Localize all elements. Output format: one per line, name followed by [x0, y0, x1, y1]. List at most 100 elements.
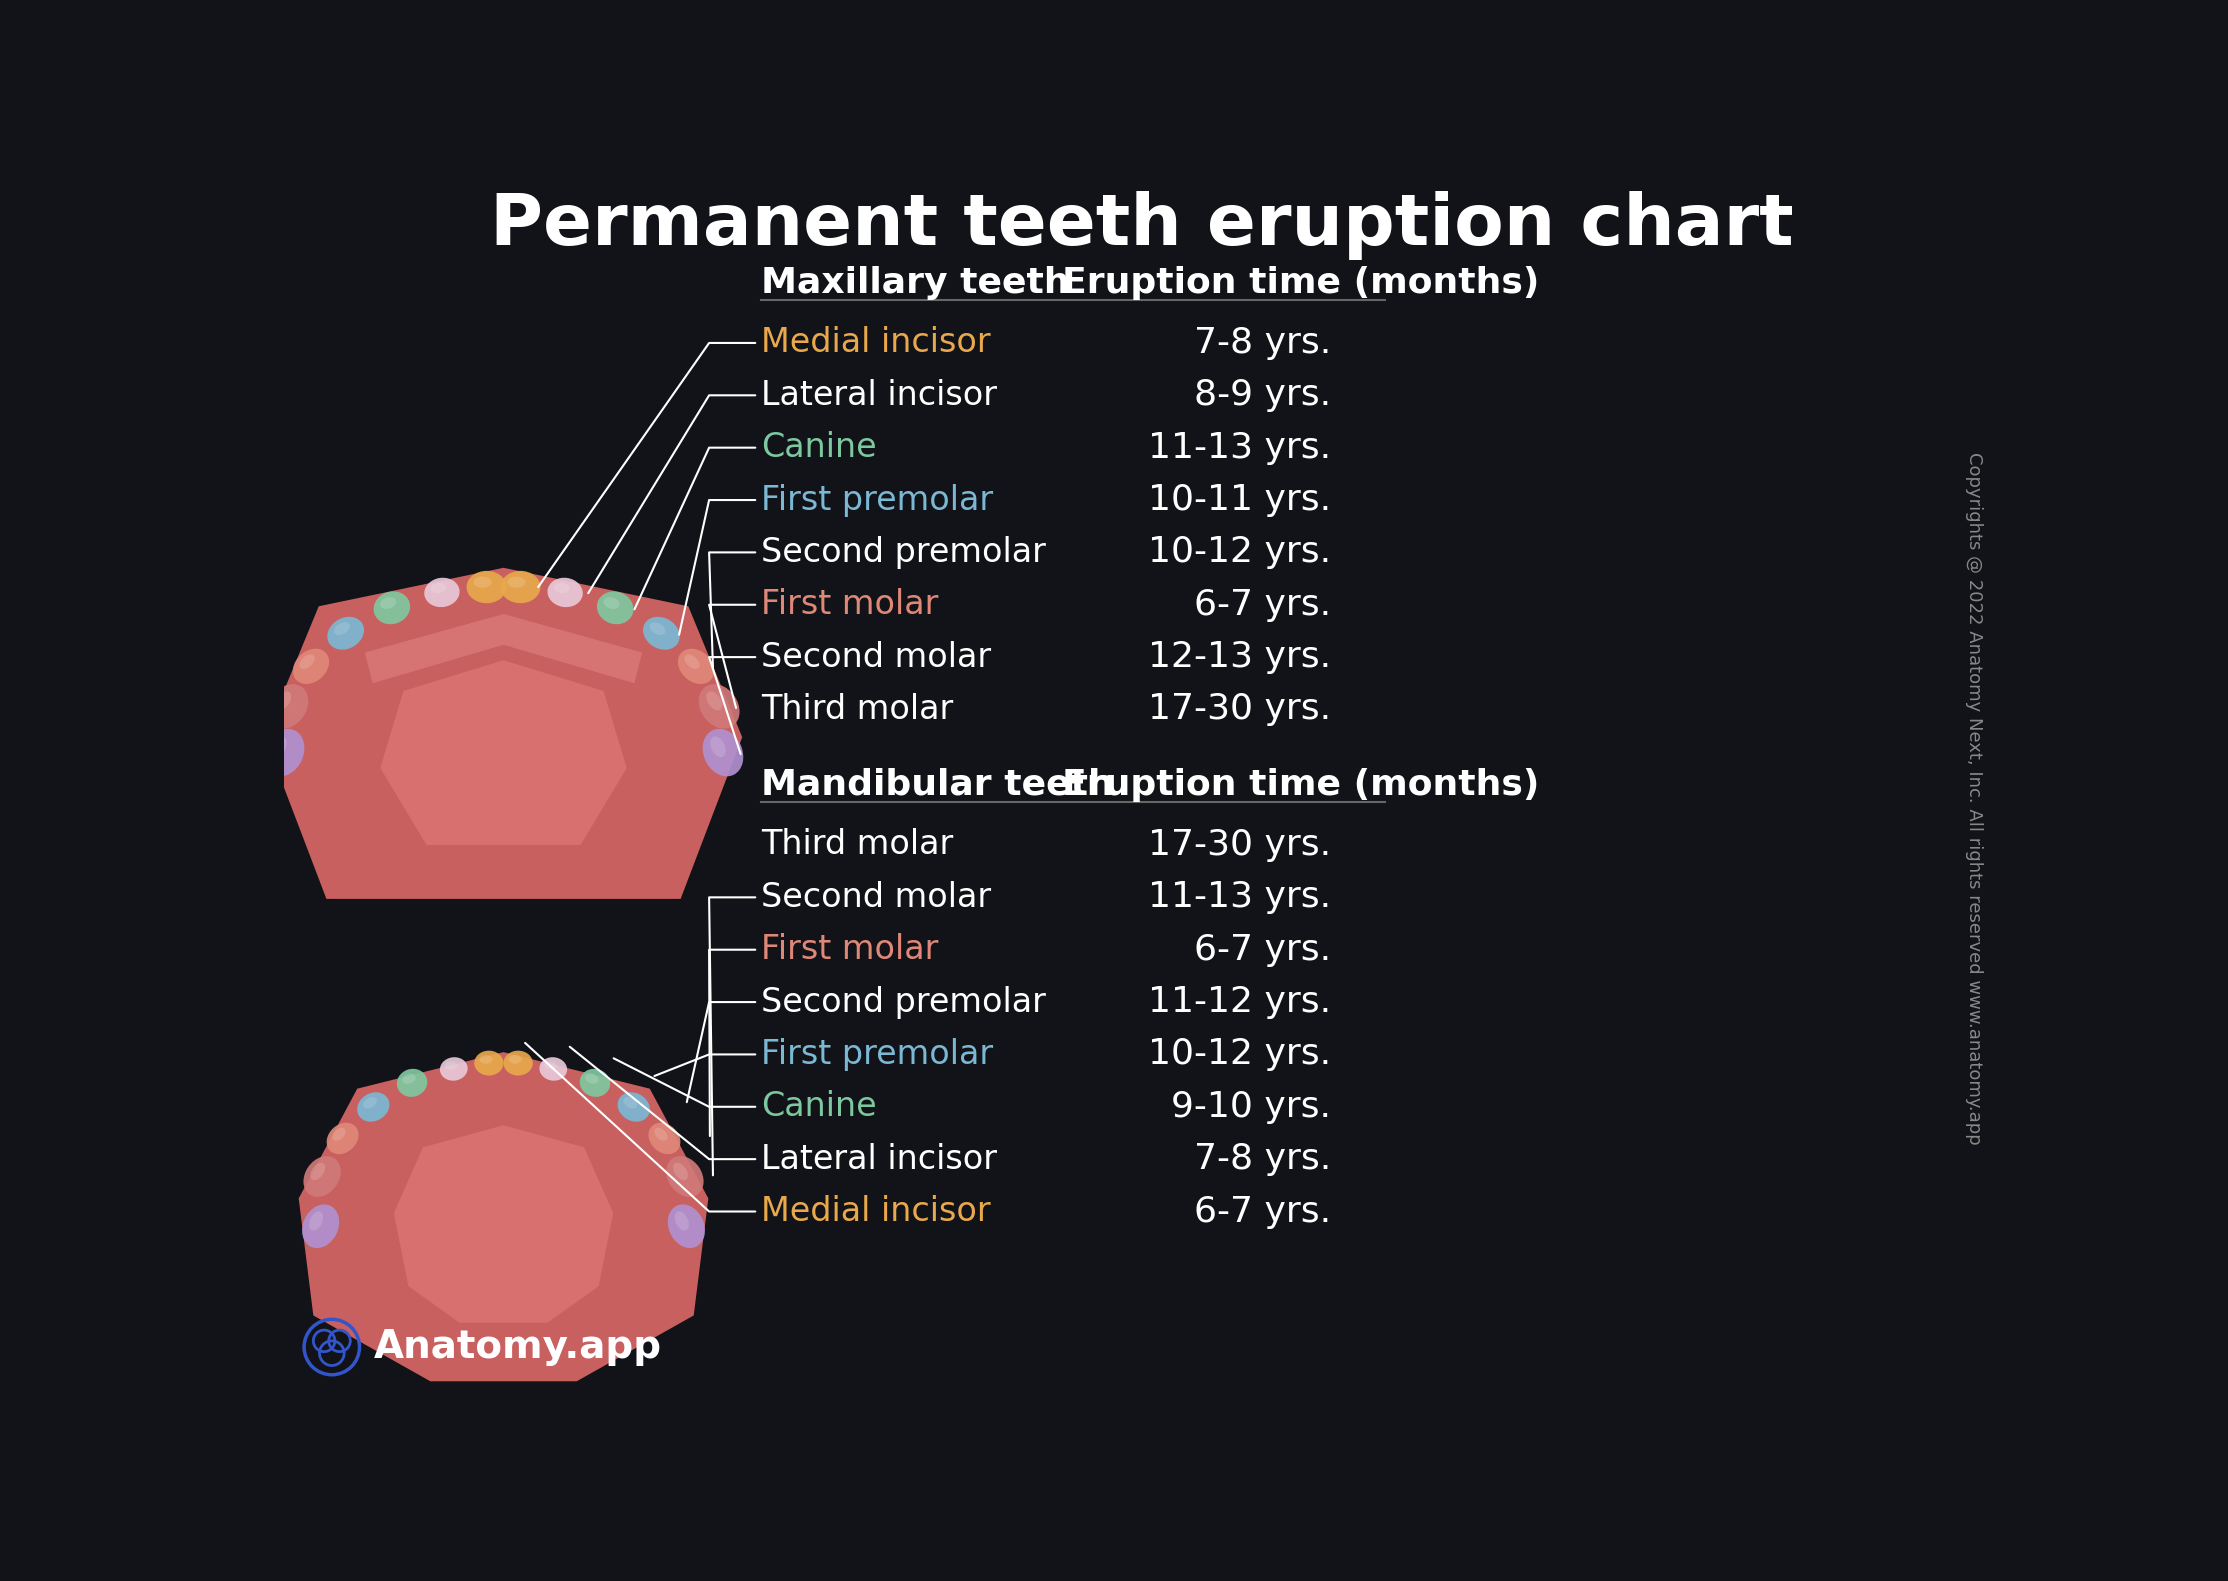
Text: Copyrights @ 2022 Anatomy Next, Inc. All rights reserved www.anatomy.app: Copyrights @ 2022 Anatomy Next, Inc. All… [1965, 452, 1983, 1145]
Text: Mandibular teeth: Mandibular teeth [762, 768, 1114, 802]
Ellipse shape [356, 1092, 390, 1121]
Ellipse shape [299, 655, 314, 669]
Ellipse shape [292, 648, 330, 685]
Text: 6-7 yrs.: 6-7 yrs. [1194, 933, 1332, 966]
Ellipse shape [586, 1073, 599, 1083]
Ellipse shape [706, 691, 722, 710]
Text: First premolar: First premolar [762, 1039, 994, 1070]
Text: 6-7 yrs.: 6-7 yrs. [1194, 1195, 1332, 1228]
Polygon shape [394, 1126, 613, 1323]
Ellipse shape [501, 571, 541, 604]
Ellipse shape [446, 1061, 457, 1070]
Text: 12-13 yrs.: 12-13 yrs. [1147, 640, 1332, 674]
Text: First molar: First molar [762, 933, 938, 966]
Ellipse shape [381, 598, 397, 609]
Text: 7-8 yrs.: 7-8 yrs. [1194, 1141, 1332, 1176]
Ellipse shape [403, 1073, 417, 1083]
Text: Second molar: Second molar [762, 881, 991, 914]
Ellipse shape [553, 583, 570, 593]
Text: Second molar: Second molar [762, 640, 991, 674]
Ellipse shape [332, 1127, 345, 1141]
Ellipse shape [310, 1162, 325, 1179]
Text: Anatomy.app: Anatomy.app [374, 1328, 662, 1366]
Ellipse shape [274, 691, 292, 710]
Text: 17-30 yrs.: 17-30 yrs. [1147, 828, 1332, 862]
Text: First molar: First molar [762, 588, 938, 621]
Text: Third molar: Third molar [762, 828, 954, 862]
Ellipse shape [655, 1127, 668, 1141]
Text: 9-10 yrs.: 9-10 yrs. [1172, 1089, 1332, 1124]
Ellipse shape [651, 623, 666, 636]
Ellipse shape [430, 583, 446, 593]
Ellipse shape [328, 617, 363, 650]
Ellipse shape [539, 1058, 568, 1081]
Text: Maxillary teeth: Maxillary teeth [762, 266, 1069, 300]
Ellipse shape [508, 1055, 521, 1064]
Text: Eruption time (months): Eruption time (months) [1063, 768, 1540, 802]
Text: 11-13 yrs.: 11-13 yrs. [1147, 430, 1332, 465]
Ellipse shape [508, 577, 526, 588]
Text: 6-7 yrs.: 6-7 yrs. [1194, 588, 1332, 621]
Text: Canine: Canine [762, 1091, 878, 1123]
Ellipse shape [363, 1097, 377, 1108]
Text: 10-12 yrs.: 10-12 yrs. [1147, 536, 1332, 569]
Ellipse shape [624, 1097, 637, 1108]
Ellipse shape [604, 598, 619, 609]
Ellipse shape [700, 685, 740, 729]
Polygon shape [365, 613, 642, 683]
Text: Lateral incisor: Lateral incisor [762, 379, 998, 411]
Ellipse shape [597, 591, 633, 624]
Text: Third molar: Third molar [762, 692, 954, 726]
Text: Second premolar: Second premolar [762, 536, 1047, 569]
Ellipse shape [374, 591, 410, 624]
Ellipse shape [677, 648, 715, 685]
Ellipse shape [272, 737, 287, 757]
Ellipse shape [675, 1211, 688, 1230]
Ellipse shape [475, 577, 492, 588]
Text: 11-12 yrs.: 11-12 yrs. [1147, 985, 1332, 1020]
Ellipse shape [328, 1123, 359, 1154]
Text: Medial incisor: Medial incisor [762, 326, 991, 359]
Ellipse shape [648, 1123, 680, 1154]
Polygon shape [299, 1051, 709, 1382]
Ellipse shape [548, 577, 584, 607]
Ellipse shape [711, 737, 726, 757]
Text: 10-11 yrs.: 10-11 yrs. [1147, 484, 1332, 517]
Text: Permanent teeth eruption chart: Permanent teeth eruption chart [490, 191, 1794, 259]
Text: Eruption time (months): Eruption time (months) [1063, 266, 1540, 300]
Ellipse shape [439, 1058, 468, 1081]
Text: 8-9 yrs.: 8-9 yrs. [1194, 378, 1332, 413]
Ellipse shape [334, 623, 350, 636]
Ellipse shape [303, 1156, 341, 1197]
Ellipse shape [303, 1205, 339, 1247]
Ellipse shape [644, 617, 680, 650]
Text: Lateral incisor: Lateral incisor [762, 1143, 998, 1176]
Polygon shape [381, 661, 626, 844]
Ellipse shape [668, 1205, 704, 1247]
Ellipse shape [479, 1055, 492, 1064]
Ellipse shape [673, 1162, 688, 1179]
Ellipse shape [666, 1156, 704, 1197]
Ellipse shape [423, 577, 459, 607]
Ellipse shape [310, 1211, 323, 1230]
Text: 7-8 yrs.: 7-8 yrs. [1194, 326, 1332, 360]
Ellipse shape [579, 1069, 610, 1097]
Ellipse shape [397, 1069, 428, 1097]
Ellipse shape [684, 655, 700, 669]
Text: Medial incisor: Medial incisor [762, 1195, 991, 1228]
Ellipse shape [544, 1061, 557, 1070]
Text: Second premolar: Second premolar [762, 985, 1047, 1018]
Text: 11-13 yrs.: 11-13 yrs. [1147, 881, 1332, 914]
Ellipse shape [702, 729, 744, 776]
Text: 17-30 yrs.: 17-30 yrs. [1147, 692, 1332, 727]
Polygon shape [265, 568, 742, 900]
Text: Canine: Canine [762, 432, 878, 465]
Ellipse shape [263, 729, 305, 776]
Ellipse shape [466, 571, 506, 604]
Ellipse shape [475, 1051, 504, 1075]
Text: 10-12 yrs.: 10-12 yrs. [1147, 1037, 1332, 1072]
Ellipse shape [267, 685, 307, 729]
Ellipse shape [617, 1092, 651, 1121]
Ellipse shape [504, 1051, 532, 1075]
Text: First premolar: First premolar [762, 484, 994, 517]
